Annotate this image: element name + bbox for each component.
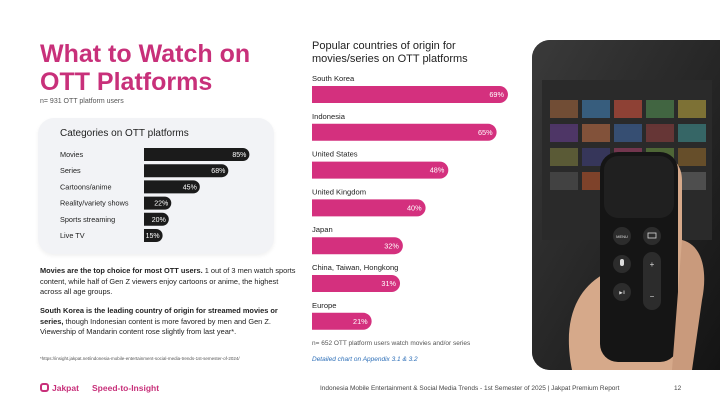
country-label: United States — [312, 150, 358, 159]
jakpat-logo-icon — [40, 383, 49, 392]
category-bar — [144, 164, 229, 178]
country-value-label: 21% — [353, 317, 368, 326]
country-value-label: 48% — [430, 166, 445, 175]
sample-size-note: n= 931 OTT platform users — [40, 98, 124, 105]
category-bar — [144, 196, 172, 210]
source-footnote: *https://insight.jakpat.net/indonesia-mo… — [40, 356, 240, 361]
brand-name: Jakpat — [52, 383, 79, 393]
category-value-label: 85% — [232, 152, 246, 159]
tagline: Speed-to-Insight — [92, 383, 160, 393]
remote-control-illustration: MENU + − ▶ll — [532, 40, 720, 370]
summary-paragraph-movies: Movies are the top choice for most OTT u… — [40, 266, 300, 298]
summary-movies-bold: Movies are the top choice for most OTT u… — [40, 266, 203, 275]
remote-control-photo: MENU + − ▶ll — [532, 40, 720, 370]
country-label: Indonesia — [312, 112, 346, 121]
category-bar — [144, 212, 169, 226]
category-label: Movies — [60, 150, 83, 159]
category-value-label: 68% — [211, 168, 225, 175]
category-label: Reality/variety shows — [60, 199, 129, 208]
country-value-label: 69% — [489, 90, 504, 99]
country-value-label: 32% — [384, 241, 399, 250]
country-label: South Korea — [312, 74, 355, 83]
country-bar — [312, 199, 426, 217]
country-label: Japan — [312, 225, 333, 234]
category-label: Series — [60, 166, 81, 175]
countries-sample-note: n= 652 OTT platform users watch movies a… — [312, 340, 471, 347]
category-bar — [144, 180, 200, 194]
country-bar — [312, 237, 403, 255]
page-title: What to Watch on OTT Platforms — [40, 40, 251, 96]
svg-text:−: − — [650, 292, 655, 301]
country-label: United Kingdom — [312, 187, 366, 196]
category-label: Cartoons/anime — [60, 182, 112, 191]
category-bar — [144, 229, 163, 242]
category-label: Live TV — [60, 231, 85, 240]
country-bar — [312, 312, 372, 330]
summary-movies-rest: 1 out of 3 men watch sports content, whi… — [40, 266, 296, 296]
categories-chart-title: Categories on OTT platforms — [60, 128, 189, 139]
country-value-label: 31% — [381, 279, 396, 288]
countries-chart-title: Popular countries of origin for movies/s… — [312, 40, 468, 65]
summary-paragraph-countries: South Korea is the leading country of or… — [40, 306, 300, 338]
category-value-label: 20% — [152, 217, 166, 224]
summary-countries-bold: South Korea is the leading country of or… — [40, 306, 278, 326]
country-label: Europe — [312, 301, 337, 310]
country-bar — [312, 275, 401, 292]
country-bar — [312, 86, 508, 103]
page-number: 12 — [674, 385, 682, 392]
category-label: Sports streaming — [60, 215, 115, 224]
svg-text:MENU: MENU — [616, 234, 628, 239]
country-bar — [312, 161, 449, 179]
svg-text:▶ll: ▶ll — [619, 290, 624, 295]
jakpat-logo: Jakpat — [40, 383, 79, 393]
category-value-label: 22% — [154, 201, 168, 208]
country-value-label: 65% — [478, 128, 493, 137]
svg-text:+: + — [650, 260, 655, 269]
appendix-link[interactable]: Detailed chart on Appendix 3.1 & 3.2 — [312, 356, 418, 363]
category-bar — [144, 148, 250, 161]
country-label: China, Taiwan, Hongkong — [312, 263, 398, 272]
country-value-label: 40% — [407, 204, 422, 213]
country-bar — [312, 123, 497, 141]
report-title: Indonesia Mobile Entertainment & Social … — [320, 385, 620, 392]
category-value-label: 15% — [146, 233, 160, 240]
category-value-label: 45% — [183, 184, 197, 191]
summary-countries-rest: though Indonesian content is more favore… — [40, 316, 271, 337]
